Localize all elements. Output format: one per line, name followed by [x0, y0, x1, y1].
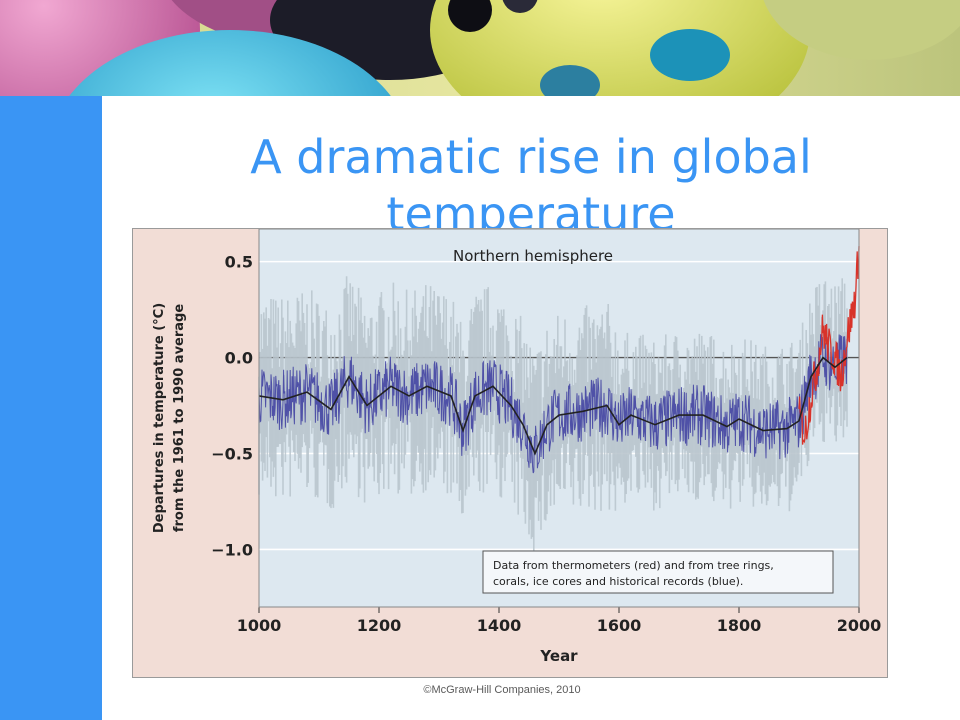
- side-accent-bar: [0, 96, 102, 720]
- y-tick-label: 0.0: [225, 349, 253, 368]
- proxy-raw-line: [258, 334, 848, 474]
- legend-text-line-1: Data from thermometers (red) and from tr…: [493, 559, 774, 572]
- series-layer: [258, 246, 860, 456]
- legend: Data from thermometers (red) and from tr…: [482, 550, 834, 594]
- chart-frame: 1000 1200 1400 1600 1800 2000 0.5 0.0 −0.5 −1.0 N…: [132, 228, 888, 678]
- temperature-chart: 1000 1200 1400 1600 1800 2000 0.5 0.0 −0.5 −1.0 N…: [152, 229, 881, 665]
- x-tick-label: 1200: [357, 616, 402, 635]
- y-axis-label-line-1: Departures in temperature (°C): [152, 303, 167, 533]
- y-axis-label: Departures in temperature (°C) from the …: [152, 303, 187, 533]
- legend-box: [482, 550, 834, 594]
- x-tick-label: 1800: [717, 616, 762, 635]
- smoothed-series-line: [258, 356, 848, 456]
- x-tick-label: 1000: [237, 616, 282, 635]
- tick-labels: 1000 1200 1400 1600 1800 2000 0.5 0.0 −0.5 −1.0: [211, 229, 881, 635]
- chart-title: Northern hemisphere: [453, 247, 613, 265]
- thermometer-series-line: [798, 246, 860, 445]
- x-tick-label: 1600: [597, 616, 642, 635]
- x-tick-label: 2000: [837, 616, 882, 635]
- title-line-1: A dramatic rise in global: [250, 129, 812, 184]
- y-tick-label: 0.5: [225, 253, 253, 272]
- y-tick-label: −1.0: [211, 540, 253, 559]
- slide-title: A dramatic rise in global temperature: [102, 129, 960, 243]
- decorative-banner: [0, 0, 960, 96]
- proxy-raw-series: [258, 334, 848, 474]
- x-axis-label: Year: [539, 647, 578, 665]
- y-tick-label: −0.5: [211, 444, 253, 463]
- copyright-credit: ©McGraw-Hill Companies, 2010: [423, 684, 581, 696]
- legend-text-line-2: corals, ice cores and historical records…: [493, 575, 743, 588]
- y-axis-label-line-2: from the 1961 to 1990 average: [172, 304, 187, 533]
- plot-border: [258, 229, 860, 608]
- x-tick-label: 1400: [477, 616, 522, 635]
